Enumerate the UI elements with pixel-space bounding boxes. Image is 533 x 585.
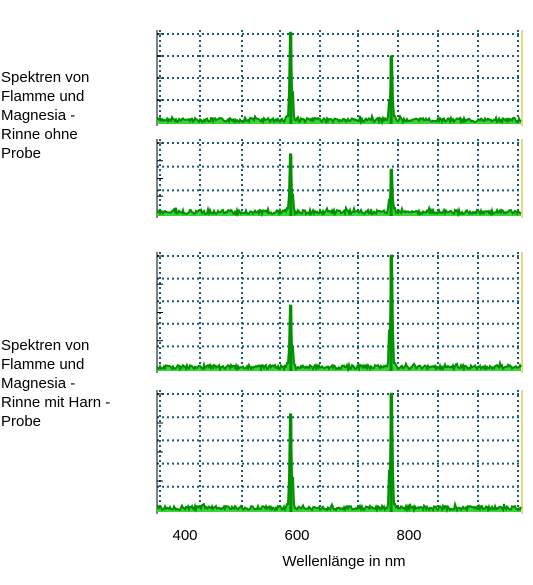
spectra-panels — [156, 30, 523, 514]
x-axis: 400 600 800 — [172, 527, 421, 544]
x-tick-label: 800 — [396, 527, 421, 544]
spectrum-line — [156, 153, 522, 218]
spectrum-panel-1 — [156, 30, 523, 126]
spectrum-area — [157, 154, 521, 216]
spectrum-line — [156, 31, 522, 126]
spectrum-panel-4 — [156, 390, 523, 514]
spectrum-line — [156, 254, 522, 373]
spectrum-line — [156, 392, 522, 514]
x-tick-label: 600 — [284, 527, 309, 544]
group-label-without-sample: Spektren von Flamme und Magnesia - Rinne… — [1, 69, 90, 162]
group-label-with-urine-sample: Spektren von Flamme und Magnesia - Rinne… — [1, 337, 111, 430]
x-axis-label: Wellenlänge in nm — [282, 553, 405, 570]
x-tick-label: 400 — [172, 527, 197, 544]
spectrum-area — [157, 255, 521, 371]
spectrum-panel-2 — [156, 139, 523, 218]
spectrum-area — [157, 393, 521, 512]
spectrum-panel-3 — [156, 252, 523, 373]
